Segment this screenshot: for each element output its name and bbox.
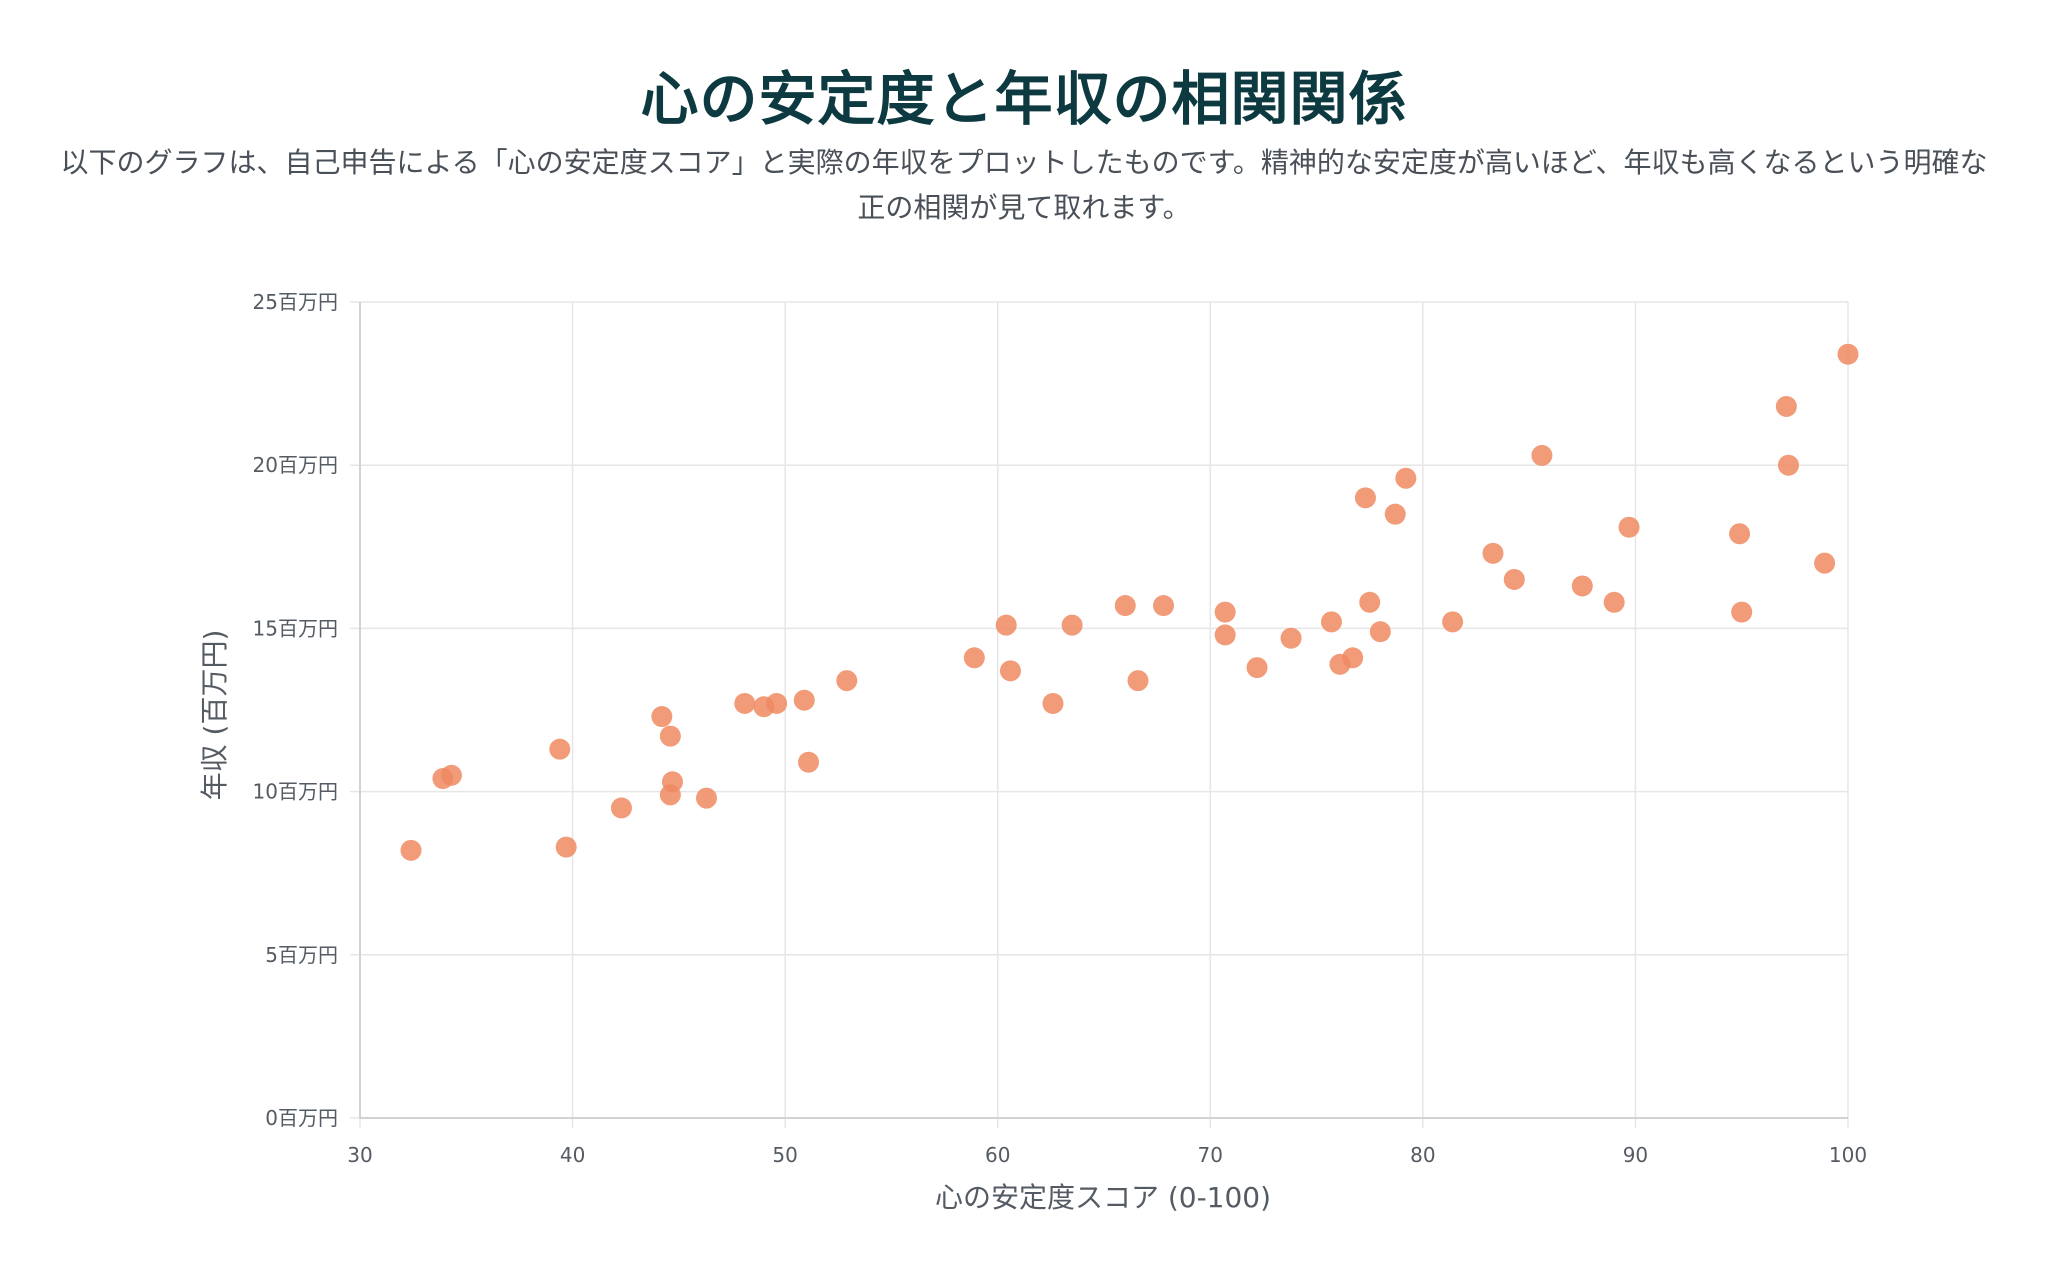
data-point[interactable]	[1114, 595, 1136, 617]
data-point[interactable]	[1320, 611, 1342, 633]
data-point[interactable]	[1775, 395, 1797, 417]
data-point[interactable]	[1482, 542, 1504, 564]
data-point[interactable]	[1384, 503, 1406, 525]
data-point[interactable]	[1354, 487, 1376, 509]
data-point[interactable]	[1837, 343, 1859, 365]
x-tick-label: 90	[1623, 1143, 1648, 1167]
data-point[interactable]	[610, 797, 632, 819]
data-point[interactable]	[1603, 591, 1625, 613]
data-point[interactable]	[1359, 591, 1381, 613]
data-point[interactable]	[1503, 568, 1525, 590]
x-tick-label: 30	[347, 1143, 372, 1167]
data-point[interactable]	[836, 670, 858, 692]
y-tick-label: 20百万円	[253, 453, 338, 477]
x-tick-label: 100	[1829, 1143, 1867, 1167]
x-tick-label: 40	[560, 1143, 585, 1167]
y-tick-label: 15百万円	[253, 616, 338, 640]
data-point[interactable]	[1342, 647, 1364, 669]
y-tick-label: 5百万円	[265, 943, 338, 967]
data-point[interactable]	[659, 784, 681, 806]
data-point[interactable]	[734, 692, 756, 714]
data-point[interactable]	[651, 706, 673, 728]
grid-lines	[350, 301, 1849, 1128]
data-point[interactable]	[963, 647, 985, 669]
data-point[interactable]	[1127, 670, 1149, 692]
data-point[interactable]	[1731, 601, 1753, 623]
x-tick-label: 80	[1410, 1143, 1435, 1167]
y-tick-label: 10百万円	[253, 780, 338, 804]
data-point[interactable]	[999, 660, 1021, 682]
data-point[interactable]	[400, 839, 422, 861]
data-point[interactable]	[1246, 657, 1268, 679]
data-point[interactable]	[549, 738, 571, 760]
data-point[interactable]	[1729, 523, 1751, 545]
data-point[interactable]	[555, 836, 577, 858]
data-point[interactable]	[1777, 454, 1799, 476]
y-tick-label: 0百万円	[265, 1106, 338, 1130]
data-point[interactable]	[1153, 595, 1175, 617]
data-point[interactable]	[1442, 611, 1464, 633]
tick-labels: 30 40 50 60 70 80 90 100 0百万円 5百万円 10百万円 15百万円 20百万円…	[253, 290, 1868, 1167]
data-point[interactable]	[659, 725, 681, 747]
x-tick-label: 70	[1198, 1143, 1223, 1167]
axes	[359, 302, 1848, 1119]
chart-description: 以下のグラフは、自己申告による「心の安定度スコア」と実際の年収をプロットしたもの…	[60, 146, 1988, 224]
data-point[interactable]	[1531, 444, 1553, 466]
data-point[interactable]	[1814, 552, 1836, 574]
data-point[interactable]	[440, 764, 462, 786]
data-point[interactable]	[1214, 624, 1236, 646]
data-point[interactable]	[798, 751, 820, 773]
x-tick-label: 50	[772, 1143, 797, 1167]
data-point[interactable]	[1042, 692, 1064, 714]
y-tick-label: 25百万円	[253, 290, 338, 314]
data-point[interactable]	[1571, 575, 1593, 597]
data-point[interactable]	[1061, 614, 1083, 636]
data-point[interactable]	[1618, 516, 1640, 538]
y-axis-title: 年収 (百万円)	[198, 630, 231, 801]
data-point[interactable]	[1395, 467, 1417, 489]
x-axis-title: 心の安定度スコア (0-100)	[935, 1181, 1271, 1214]
data-point[interactable]	[1214, 601, 1236, 623]
data-point[interactable]	[695, 787, 717, 809]
data-point[interactable]	[766, 692, 788, 714]
data-point[interactable]	[793, 689, 815, 711]
page-title: 心の安定度と年収の相関関係	[640, 65, 1408, 133]
data-point[interactable]	[1369, 621, 1391, 643]
data-point[interactable]	[1280, 627, 1302, 649]
data-point[interactable]	[995, 614, 1017, 636]
x-tick-label: 60	[985, 1143, 1010, 1167]
data-points	[400, 343, 1859, 861]
